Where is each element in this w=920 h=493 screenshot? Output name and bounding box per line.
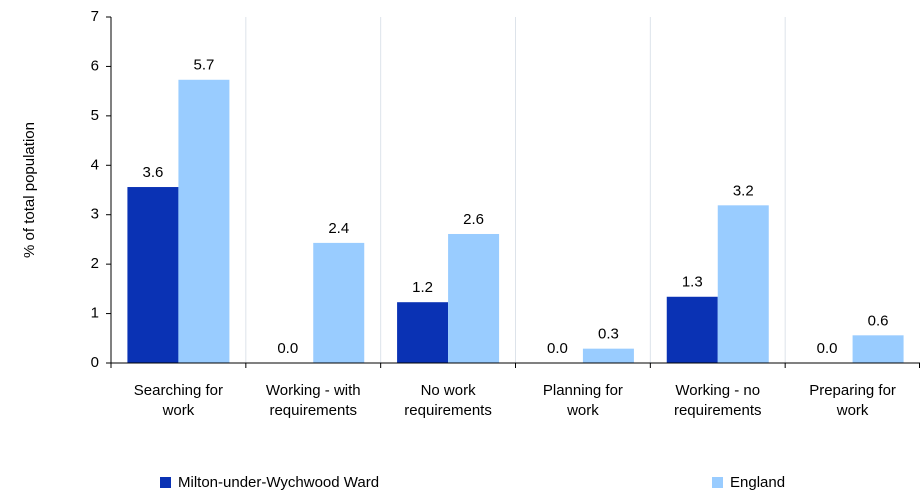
value-label: 2.4 — [328, 220, 349, 237]
legend-swatch — [160, 477, 171, 488]
legend-swatch — [712, 477, 723, 488]
x-tick-label-line: Searching for — [134, 382, 223, 399]
value-label: 3.2 — [733, 182, 754, 199]
y-tick-label: 5 — [91, 107, 99, 124]
value-label: 0.3 — [598, 326, 619, 343]
x-tick-label-line: Planning for — [543, 382, 623, 399]
x-tick-label: Working - no requirements — [674, 382, 762, 419]
value-label: 0.6 — [868, 312, 889, 329]
x-tick-label-line: requirements — [674, 402, 762, 419]
x-tick-label-line: requirements — [404, 402, 492, 419]
value-label: 1.2 — [412, 279, 433, 296]
bar — [397, 302, 449, 363]
y-tick-label: 3 — [91, 206, 99, 223]
x-tick-label-line: requirements — [269, 402, 357, 419]
bar — [717, 205, 769, 363]
y-tick-label: 6 — [91, 57, 99, 74]
x-tick-label: Searching for work — [134, 382, 223, 419]
bar — [178, 79, 230, 363]
y-axis-label: % of total population — [21, 122, 38, 258]
bar — [582, 348, 634, 363]
bar — [448, 233, 500, 363]
x-tick-label-line: Working - with — [266, 382, 361, 399]
x-tick-label-line: Preparing for — [809, 382, 896, 399]
bar — [666, 296, 718, 363]
x-tick-label-line: work — [566, 402, 599, 419]
value-label: 2.6 — [463, 211, 484, 228]
x-tick-label: Working - with requirements — [266, 382, 361, 419]
x-tick-label-line: work — [162, 402, 195, 419]
bar — [127, 187, 179, 363]
legend-label: Milton-under-Wychwood Ward — [178, 474, 379, 491]
bar — [852, 335, 904, 363]
value-label: 0.0 — [817, 340, 838, 357]
legend-label: England — [730, 474, 785, 491]
value-label: 0.0 — [277, 340, 298, 357]
value-label: 3.6 — [142, 164, 163, 181]
x-tick-label: No work requirements — [404, 382, 492, 419]
bar — [313, 242, 365, 363]
y-tick-label: 4 — [91, 156, 99, 173]
x-tick-label: Preparing for work — [809, 382, 896, 419]
x-tick-label: Planning for work — [543, 382, 623, 419]
y-tick-label: 0 — [91, 354, 99, 371]
x-tick-label-line: No work — [421, 382, 477, 399]
y-tick-label: 7 — [91, 8, 99, 25]
y-tick-label: 1 — [91, 305, 99, 322]
value-label: 5.7 — [193, 57, 214, 74]
y-tick-label: 2 — [91, 255, 99, 272]
x-tick-label-line: work — [836, 402, 869, 419]
x-tick-label-line: Working - no — [675, 382, 760, 399]
value-label: 1.3 — [682, 274, 703, 291]
value-label: 0.0 — [547, 340, 568, 357]
